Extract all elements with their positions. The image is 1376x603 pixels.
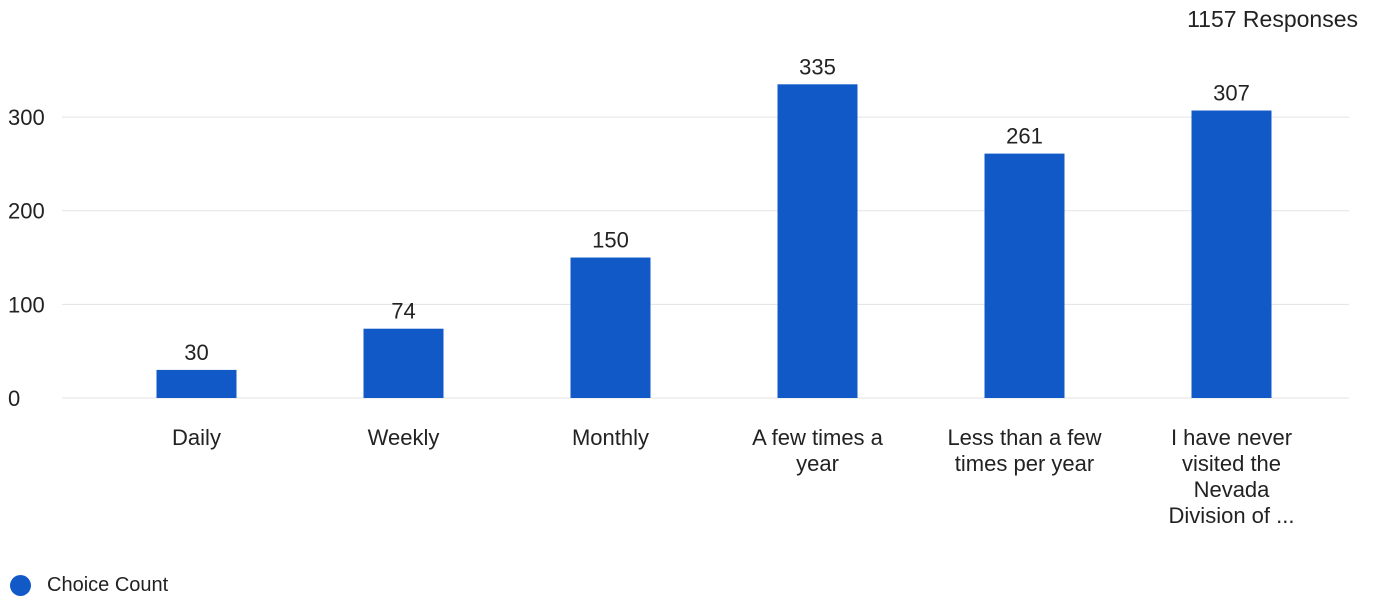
data-label: 74	[391, 299, 415, 324]
legend-dot-icon	[10, 575, 31, 596]
y-tick-label: 100	[8, 292, 45, 317]
bar	[156, 369, 237, 398]
x-tick-label: Division of ...	[1169, 503, 1295, 528]
x-tick-label: Nevada	[1194, 477, 1271, 502]
x-tick-label: year	[796, 451, 839, 476]
bar	[984, 153, 1065, 398]
y-tick-label: 200	[8, 199, 45, 224]
data-label: 261	[1006, 124, 1043, 149]
data-label: 335	[799, 54, 836, 79]
bar	[777, 84, 858, 398]
y-tick-label: 0	[8, 386, 20, 411]
data-label: 150	[592, 228, 629, 253]
x-tick-label: Less than a few	[947, 425, 1101, 450]
x-tick-label: Daily	[172, 425, 221, 450]
data-label: 307	[1213, 81, 1250, 106]
x-tick-label: visited the	[1182, 451, 1281, 476]
y-tick-label: 300	[8, 105, 45, 130]
data-label: 30	[184, 340, 208, 365]
bar	[1191, 110, 1272, 398]
x-tick-label: Weekly	[368, 425, 440, 450]
response-count: 1157 Responses	[1187, 6, 1358, 32]
x-tick-label: times per year	[955, 451, 1094, 476]
bar	[363, 328, 444, 398]
x-tick-label: A few times a	[752, 425, 884, 450]
x-tick-label: Monthly	[572, 425, 649, 450]
legend-label: Choice Count	[47, 574, 169, 596]
bar	[570, 257, 651, 398]
x-tick-label: I have never	[1171, 425, 1292, 450]
legend: Choice Count	[10, 574, 168, 597]
